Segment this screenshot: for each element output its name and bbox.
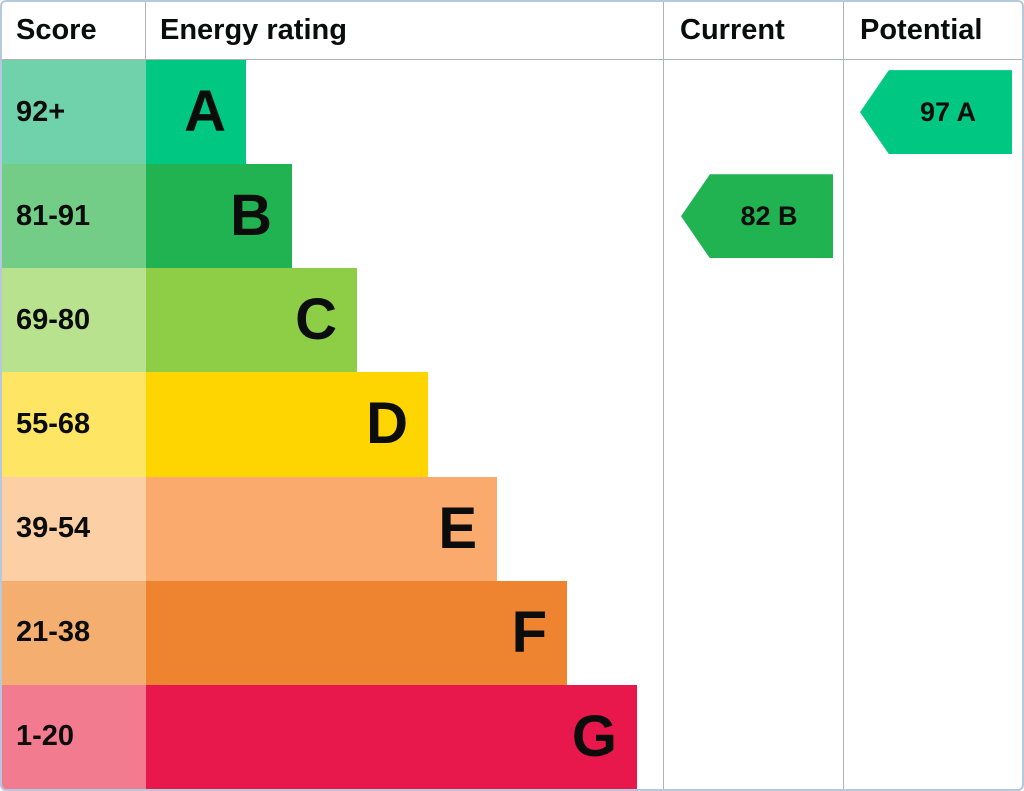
header-potential: Potential — [843, 2, 1022, 59]
current-arrow-label: 82 B — [740, 200, 798, 231]
band-letter: G — [571, 703, 617, 769]
rating-bar: A — [146, 60, 246, 165]
band-letter: F — [511, 599, 547, 665]
rating-cell: B — [146, 164, 663, 269]
band-row-c: 69-80 C — [2, 268, 1022, 373]
current-cell — [663, 60, 843, 165]
band-letter: D — [366, 391, 408, 457]
current-cell — [663, 372, 843, 477]
potential-cell — [843, 164, 1022, 269]
score-cell: 21-38 — [2, 580, 146, 685]
header-row: Score Energy rating Current Potential — [2, 2, 1022, 60]
rating-bar: B — [146, 164, 292, 269]
current-arrow: 82 B — [681, 174, 833, 259]
current-cell — [663, 684, 843, 789]
potential-cell — [843, 684, 1022, 789]
current-cell — [663, 580, 843, 685]
band-row-b: 81-91 B 82 B — [2, 164, 1022, 269]
band-row-a: 92+ A 97 A — [2, 60, 1022, 165]
score-cell: 55-68 — [2, 372, 146, 477]
current-cell — [663, 268, 843, 373]
rating-cell: A — [146, 60, 663, 165]
potential-cell: 97 A — [843, 60, 1022, 165]
potential-cell — [843, 268, 1022, 373]
band-row-e: 39-54 E — [2, 476, 1022, 581]
rating-bar: G — [146, 684, 637, 789]
band-rows: 92+ A 97 A 81-91 B 82 B 69-80 — [2, 60, 1022, 789]
score-cell: 92+ — [2, 60, 146, 165]
band-letter: B — [230, 183, 272, 249]
current-cell: 82 B — [663, 164, 843, 269]
header-score: Score — [2, 2, 146, 59]
rating-bar: E — [146, 476, 497, 581]
potential-cell — [843, 372, 1022, 477]
potential-cell — [843, 476, 1022, 581]
potential-arrow-label: 97 A — [919, 96, 977, 127]
rating-cell: G — [146, 684, 663, 789]
rating-cell: F — [146, 580, 663, 685]
score-cell: 1-20 — [2, 684, 146, 789]
band-letter: C — [295, 287, 337, 353]
band-letter: E — [438, 495, 477, 561]
current-cell — [663, 476, 843, 581]
band-row-d: 55-68 D — [2, 372, 1022, 477]
rating-bar: D — [146, 372, 428, 477]
potential-cell — [843, 580, 1022, 685]
band-row-g: 1-20 G — [2, 684, 1022, 789]
header-current: Current — [663, 2, 843, 59]
score-cell: 69-80 — [2, 268, 146, 373]
rating-cell: D — [146, 372, 663, 477]
score-cell: 39-54 — [2, 476, 146, 581]
rating-cell: C — [146, 268, 663, 373]
band-letter: A — [184, 79, 226, 145]
header-energy-rating: Energy rating — [160, 14, 347, 46]
rating-cell: E — [146, 476, 663, 581]
rating-bar: C — [146, 268, 357, 373]
potential-arrow: 97 A — [860, 70, 1012, 155]
score-cell: 81-91 — [2, 164, 146, 269]
rating-bar: F — [146, 580, 567, 685]
band-row-f: 21-38 F — [2, 580, 1022, 685]
